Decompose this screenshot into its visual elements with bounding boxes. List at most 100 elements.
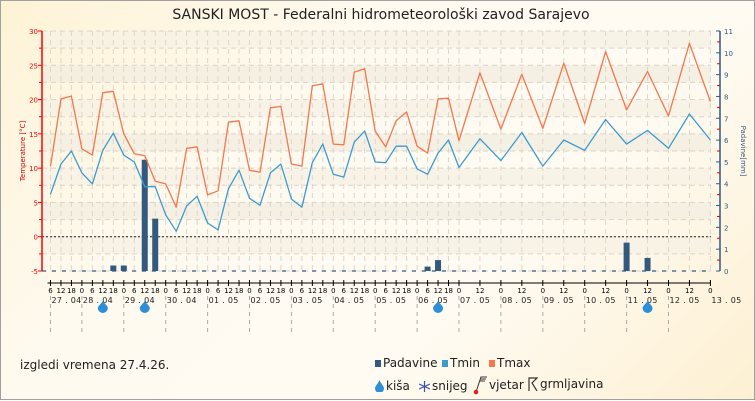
x-axis-hour-label: 0 [708,287,712,295]
x-axis-hour-label: 12 [56,287,65,295]
x-axis-date-label: 11 . 05 [628,296,658,305]
precip-bar [644,257,651,271]
x-axis-hour-label: 0 [122,287,126,295]
chart-title: SANSKI MOST - Federalni hidrometeorološk… [172,7,589,23]
tmin-line [49,113,711,232]
raindrop-icon [375,380,384,392]
x-axis-date-label: 27 . 04 [51,296,81,305]
x-axis-hour-label: 6 [132,287,137,295]
left-axis-tick-label: 5 [34,199,38,207]
x-axis-hour-label: 0 [666,287,670,295]
x-axis-hour-label: 18 [276,287,285,295]
x-axis-hour-label: 12 [140,287,149,295]
raindrop-icon [433,301,444,313]
right-axis-tick-label: 5 [724,159,728,167]
right-axis-tick-label: 11 [724,28,733,36]
x-axis-hour-label: 12 [685,287,694,295]
legend-swatch [442,359,448,367]
x-axis-date-label: 04 . 05 [334,296,364,305]
x-axis-hour-label: 6 [174,287,179,295]
legend-rain: kiša [375,379,410,393]
legend-label: Tmin [450,356,480,370]
right-axis-tick-label: 9 [724,72,728,80]
left-axis-tick-label: 0 [34,234,38,242]
x-axis-date-label: 30 . 04 [167,296,197,305]
grid-band [42,133,711,151]
precip-bar [120,265,127,271]
right-axis-tick-label: 3 [724,203,728,211]
x-axis-hour-label: 6 [342,287,347,295]
grid-band [42,202,711,220]
x-axis-hour-label: 12 [601,287,610,295]
x-axis-date-label: 08 . 05 [502,296,532,305]
x-axis-hour-label: 12 [308,287,317,295]
legend-label: grmljavina [540,377,604,391]
left-axis-tick-label: 20 [29,97,38,105]
x-axis-hour-label: 0 [289,287,293,295]
precip-bar [435,260,442,271]
precip-bar [141,159,148,271]
legend-label: kiša [386,379,410,393]
left-axis-tick-label: 10 [29,165,38,173]
grid-band [42,236,711,254]
x-axis-hour-label: 6 [216,287,221,295]
x-axis-hour-label: 0 [624,287,628,295]
x-axis-hour-label: 18 [235,287,244,295]
right-axis-tick-label: 10 [724,50,733,58]
x-axis-hour-label: 12 [392,287,401,295]
x-axis-hour-label: 6 [48,287,53,295]
raindrop-icon [139,301,150,313]
precip-bar [110,265,117,271]
x-axis-hour-label: 18 [360,287,369,295]
x-axis-hour-label: 6 [425,287,430,295]
x-axis-hour-label: 6 [258,287,263,295]
legend-label: snijeg [432,379,468,393]
x-axis-hour-label: 12 [643,287,652,295]
x-axis-hour-label: 18 [318,287,327,295]
raindrop-icon [642,301,653,313]
precip-bar [623,242,630,271]
grid-band [42,31,711,49]
x-axis-date-label: 05 . 05 [376,296,406,305]
legend-label: vjetar [489,378,524,392]
legend-snow: snijeg [419,379,468,393]
x-axis-date-label: 07 . 05 [460,296,490,305]
x-axis-hour-label: 12 [475,287,484,295]
precip-bar [424,266,431,271]
x-axis-hour-label: 0 [457,287,461,295]
legend-label: Padavine [383,356,438,370]
x-axis-date-label: 02 . 05 [251,296,281,305]
legend-padavine: Padavine [375,356,437,370]
x-axis-hour-label: 12 [559,287,568,295]
grid-band [42,168,711,186]
right-axis-tick-label: 6 [724,137,729,145]
x-axis-hour-label: 0 [331,287,335,295]
right-axis-tick-label: 8 [724,93,728,101]
x-axis-hour-label: 18 [402,287,411,295]
x-axis-hour-label: 12 [434,287,443,295]
x-axis-hour-label: 0 [541,287,545,295]
x-axis-date-label: 12 . 05 [670,296,700,305]
wind-barb-icon [473,376,487,395]
legend-wind: vjetar [473,375,524,395]
forecast-date-label: izgledi vremena 27.4.26. [20,358,170,372]
left-axis-tick-label: 25 [29,62,38,70]
right-axis-tick-label: 1 [724,246,728,254]
x-axis-hour-label: 18 [109,287,118,295]
legend-tmax: Tmax [489,356,530,370]
left-axis-tick-label: -5 [31,268,38,276]
x-axis-hour-label: 6 [300,287,305,295]
x-axis-hour-label: 0 [80,287,84,295]
x-axis-date-label: 10 . 05 [586,296,616,305]
snowflake-icon [419,380,430,392]
x-axis-hour-label: 0 [415,287,419,295]
legend-tmin: Tmin [442,356,480,370]
legend-thunder: grmljavina [528,377,603,391]
thunder-icon [528,377,538,391]
x-axis-date-label: 06 . 05 [418,296,448,305]
left-axis-label: Temperature [°C] [19,121,27,183]
x-axis-date-label: 29 . 04 [125,296,155,305]
x-axis-hour-label: 12 [517,287,526,295]
grid-band [42,65,711,83]
